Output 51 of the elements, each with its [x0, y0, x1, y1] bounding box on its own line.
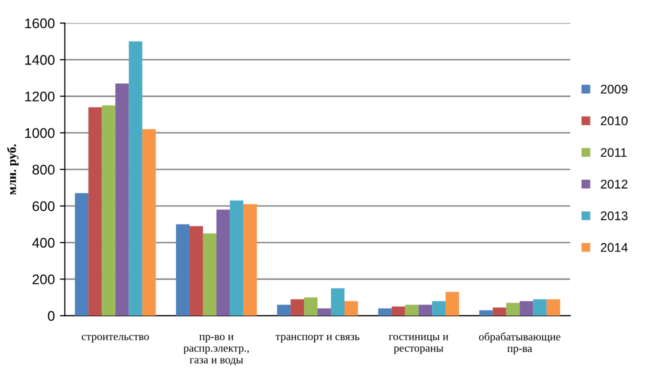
y-tick-label: 1400: [25, 55, 55, 65]
legend-label: 2009: [600, 84, 628, 94]
bar: [492, 307, 506, 316]
bar: [88, 107, 102, 316]
x-tick-label: строительство: [82, 334, 149, 342]
bar: [243, 204, 257, 316]
bar: [533, 299, 547, 316]
bar: [128, 41, 142, 316]
y-axis-title: млн. руб.: [6, 144, 19, 195]
y-tick-label: 400: [32, 238, 55, 248]
bar: [277, 304, 291, 316]
x-tick-label: гостиницы и рестораны: [388, 334, 448, 354]
bar: [142, 129, 156, 316]
y-tick-label: 200: [32, 274, 55, 284]
x-tick-label: транспорт и связь: [276, 334, 360, 342]
bar: [230, 200, 244, 316]
bar: [318, 308, 331, 316]
bar: [304, 297, 318, 316]
bar: [74, 193, 88, 316]
y-tick-label: 0: [48, 311, 55, 321]
y-tick-label: 1000: [25, 128, 55, 138]
bar: [520, 301, 534, 316]
bar: [176, 224, 190, 316]
legend-label: 2010: [600, 116, 628, 126]
x-tick-label: обрабатывающие пр-ва: [479, 332, 560, 354]
bar: [378, 308, 392, 316]
y-tick-label: 600: [32, 201, 55, 212]
bar: [506, 302, 520, 316]
legend-label: 2013: [600, 211, 628, 220]
bar: [290, 299, 304, 316]
y-tick-label: 800: [32, 164, 55, 175]
legend-label: 2014: [600, 243, 628, 252]
bar: [344, 301, 358, 316]
y-tick-label: 1600: [25, 18, 55, 28]
bar: [418, 304, 432, 316]
bar: [331, 288, 344, 316]
bar: [546, 299, 560, 316]
bar: [446, 292, 460, 316]
y-tick-label: 1200: [25, 92, 55, 102]
bar: [405, 304, 419, 316]
bar: [479, 310, 493, 316]
bar: [102, 105, 116, 316]
bar: [432, 301, 446, 316]
bar: [202, 233, 216, 316]
legend-label: 2012: [600, 180, 628, 189]
bar: [189, 226, 203, 316]
legend-label: 2011: [600, 148, 627, 157]
bar: [392, 306, 406, 316]
x-tick-label: пр-во и распр.электр., газа и воды: [184, 334, 249, 366]
bar: [115, 83, 129, 316]
bar: [216, 210, 230, 316]
